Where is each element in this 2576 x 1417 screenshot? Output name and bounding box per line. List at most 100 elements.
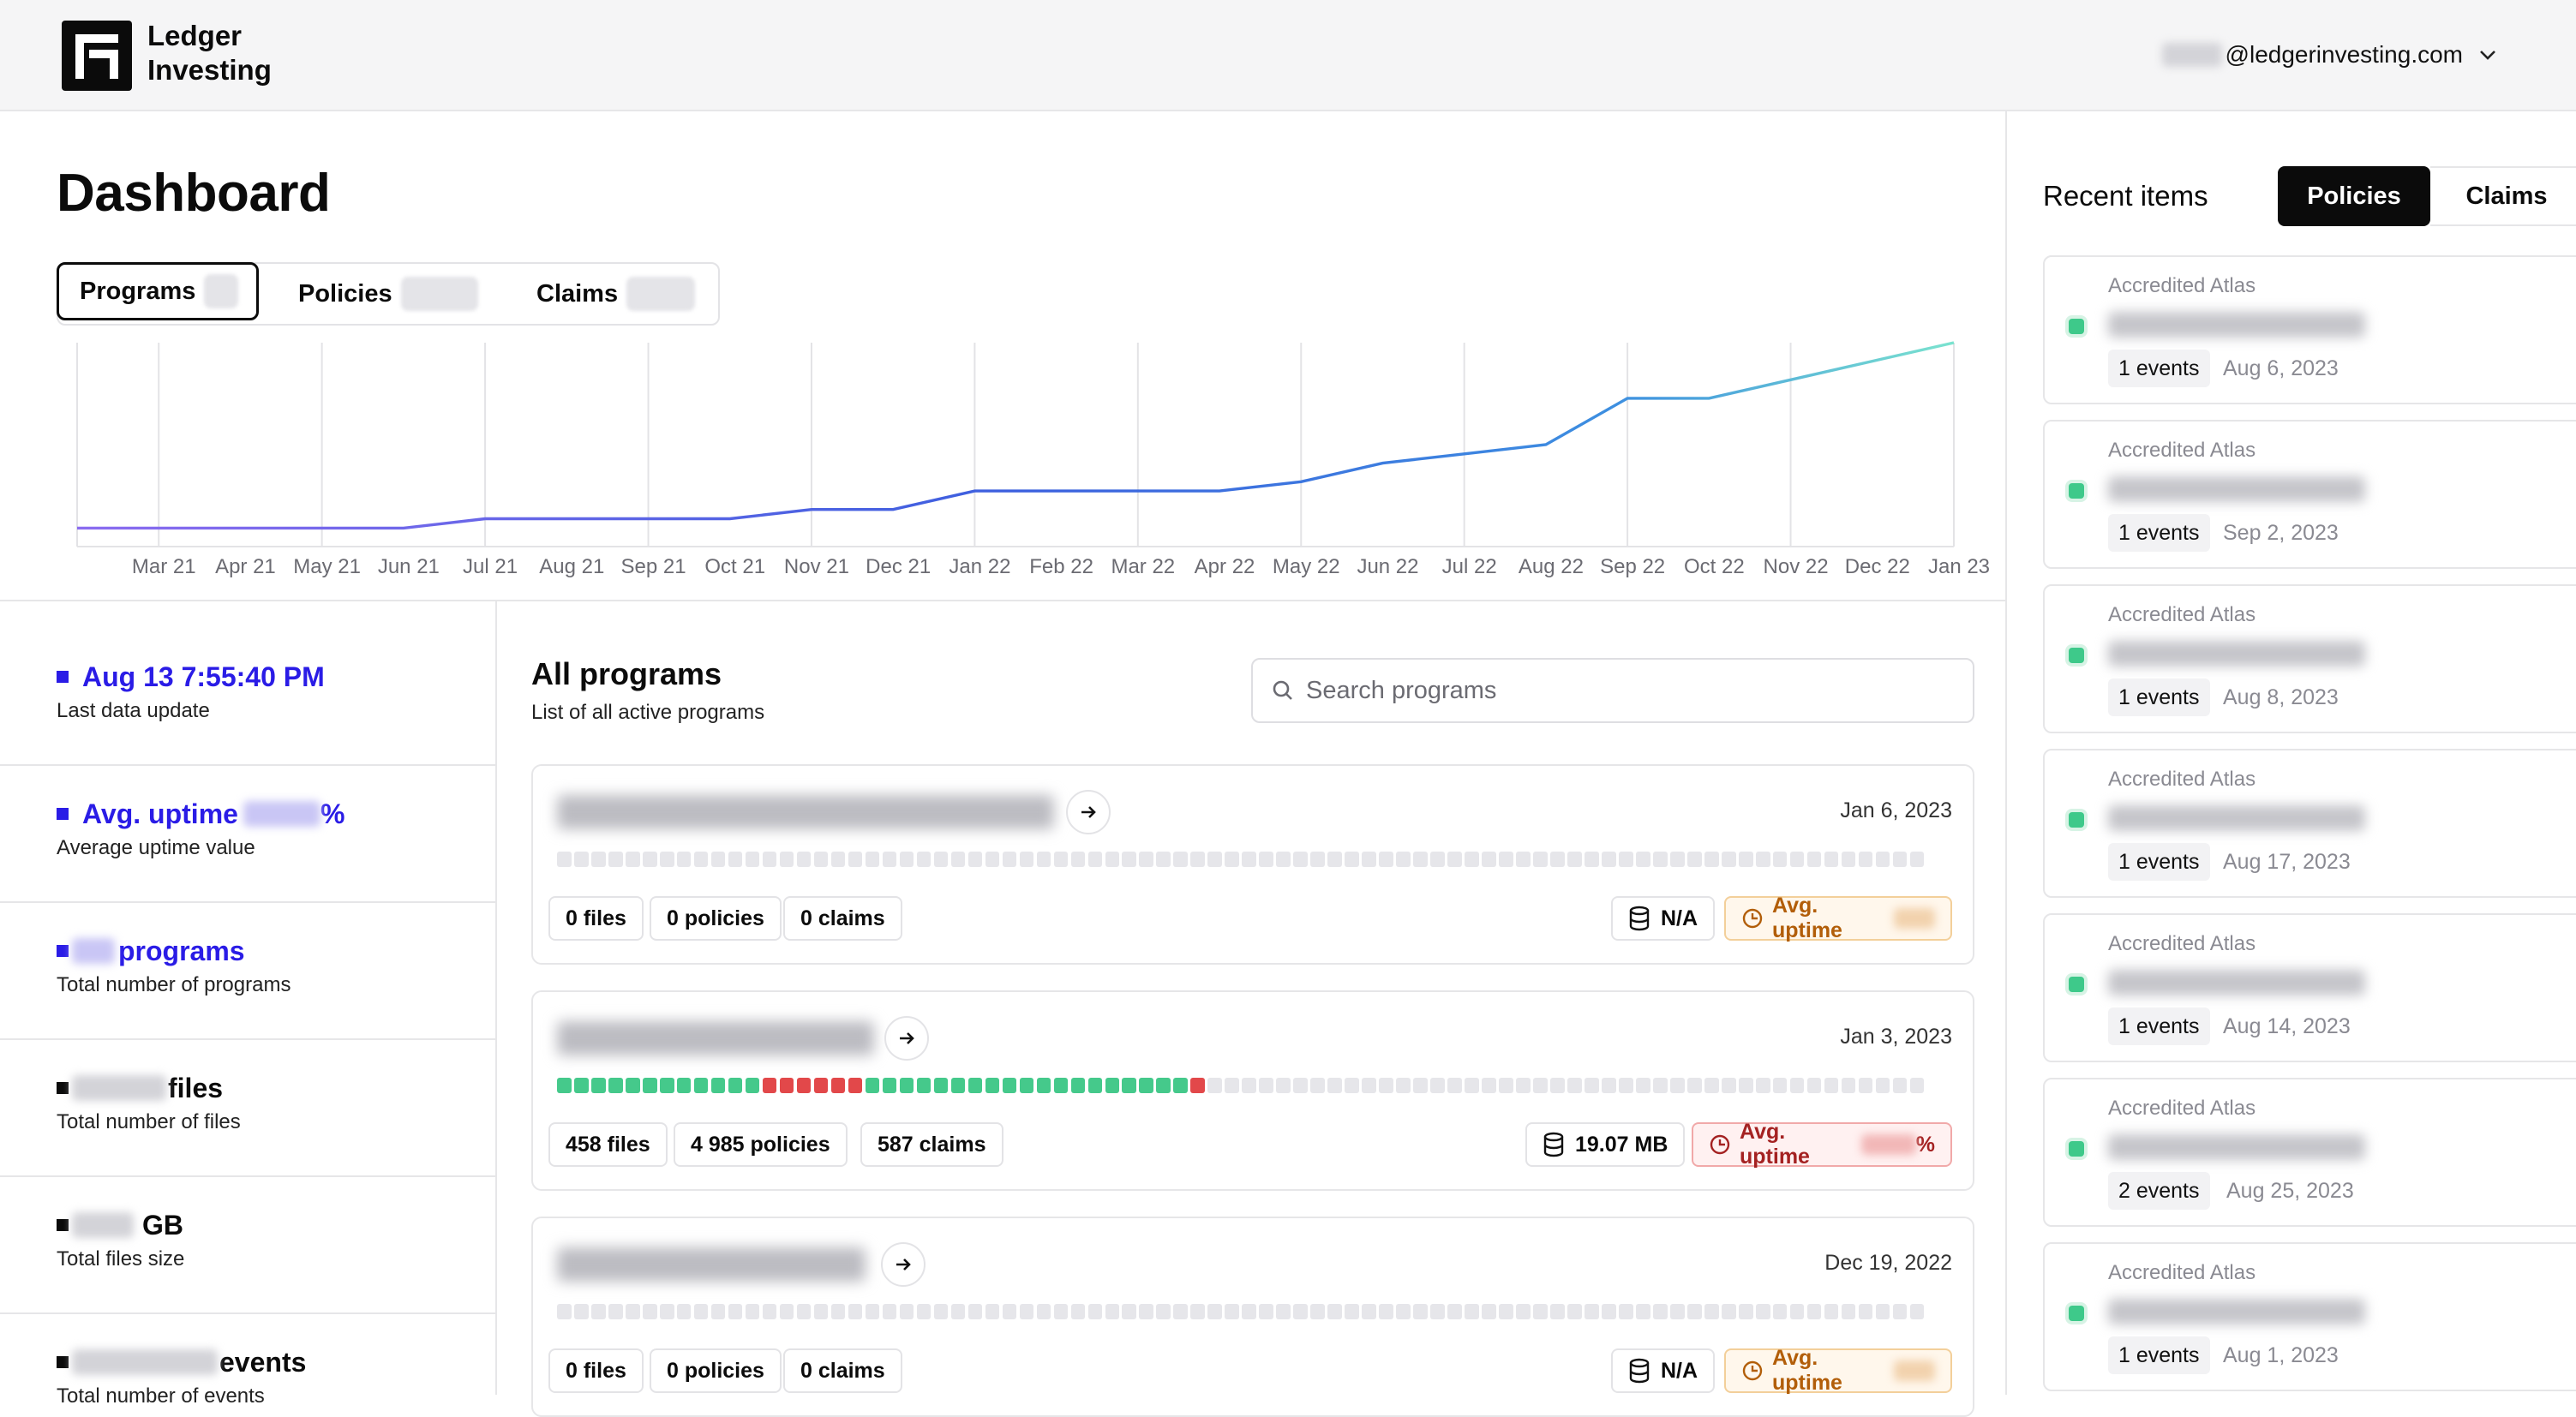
recent-tab-claims[interactable]: Claims: [2430, 166, 2576, 226]
uptime-segment: [1772, 1078, 1788, 1093]
recent-item-label: Accredited Atlas: [2108, 932, 2256, 955]
uptime-segment: [1345, 1078, 1359, 1093]
uptime-segment: [728, 1078, 743, 1093]
uptime-segment: [1242, 1304, 1256, 1319]
uptime-segment: [899, 1304, 914, 1319]
uptime-segment: [762, 1078, 777, 1093]
avg-uptime-suffix: %: [1915, 1132, 1935, 1157]
size-chip: N/A: [1611, 1348, 1716, 1393]
recent-item[interactable]: Accredited Atlas 1 events Aug 6, 2023: [2043, 255, 2576, 404]
program-card[interactable]: Dec 19, 2022 0 files 0 policies 0 claims…: [531, 1217, 1974, 1417]
open-program-button[interactable]: [881, 1242, 926, 1287]
program-card[interactable]: Jan 3, 2023 458 files 4 985 policies 587…: [531, 990, 1974, 1191]
uptime-segment: [1892, 852, 1908, 867]
uptime-segment: [1413, 1078, 1428, 1093]
uptime-segment: [1362, 1078, 1376, 1093]
redacted-value: [1861, 1134, 1916, 1155]
uptime-segment: [1087, 1078, 1103, 1093]
uptime-segment: [1465, 852, 1479, 867]
program-name: [557, 795, 1054, 829]
uptime-segment: [1550, 1078, 1565, 1093]
recent-tab-policies[interactable]: Policies: [2278, 166, 2430, 226]
tab-policies[interactable]: Policies: [298, 264, 478, 324]
uptime-segment: [1704, 1304, 1719, 1319]
uptime-segment: [1105, 1078, 1120, 1093]
uptime-segment: [1430, 852, 1445, 867]
uptime-segment: [916, 1078, 932, 1093]
avg-uptime-chip: Avg. uptime %: [1692, 1120, 1952, 1169]
uptime-segment: [1789, 852, 1805, 867]
uptime-segment: [1122, 852, 1137, 867]
uptime-segment: [625, 1304, 640, 1319]
user-menu[interactable]: @ledgerinvesting.com: [2161, 38, 2497, 72]
recent-item-label: Accredited Atlas: [2108, 1097, 2256, 1120]
uptime-segment: [1036, 852, 1051, 867]
claims-chip: 0 claims: [783, 896, 902, 941]
uptime-segment: [1875, 1078, 1890, 1093]
tab-claims-label: Claims: [536, 279, 619, 308]
stat-dot: [57, 1356, 69, 1368]
programs-line-chart: [76, 341, 1955, 547]
uptime-segment: [1636, 1304, 1650, 1319]
uptime-segment: [1242, 1078, 1256, 1093]
stat-separator: [0, 901, 495, 903]
uptime-segment: [916, 1304, 932, 1319]
recent-item[interactable]: Accredited Atlas 1 events Aug 1, 2023: [2043, 1242, 2576, 1391]
uptime-segment: [693, 852, 709, 867]
stat-events-label: Total number of events: [57, 1384, 265, 1408]
ledger-logo-icon[interactable]: [62, 21, 132, 91]
recent-item[interactable]: Accredited Atlas 2 events Aug 25, 2023: [2043, 1078, 2576, 1227]
tab-claims[interactable]: Claims: [536, 264, 696, 324]
recent-item[interactable]: Accredited Atlas 1 events Aug 17, 2023: [2043, 749, 2576, 898]
stat-avg-uptime: Avg. uptime % Average uptime value: [57, 797, 485, 860]
recent-item[interactable]: Accredited Atlas 1 events Sep 2, 2023: [2043, 420, 2576, 569]
uptime-segment: [882, 1304, 897, 1319]
recent-item-label: Accredited Atlas: [2108, 439, 2256, 462]
tab-programs[interactable]: Programs: [57, 262, 259, 320]
uptime-segment: [762, 1304, 777, 1319]
size-chip: N/A: [1611, 896, 1716, 941]
chart-series-line: [77, 341, 1955, 530]
uptime-segment: [967, 1304, 983, 1319]
recent-item-date: Aug 17, 2023: [2223, 850, 2351, 874]
recent-item[interactable]: Accredited Atlas 1 events Aug 8, 2023: [2043, 584, 2576, 733]
redacted-value: [1894, 1360, 1935, 1381]
uptime-segment: [1465, 1304, 1479, 1319]
uptime-segment: [1379, 1304, 1393, 1319]
uptime-segment: [745, 852, 760, 867]
size-value: 19.07 MB: [1575, 1132, 1668, 1157]
stat-dot: [57, 1219, 69, 1231]
uptime-segment: [1036, 1304, 1051, 1319]
uptime-segment: [1447, 852, 1462, 867]
recent-item[interactable]: Accredited Atlas 1 events Aug 14, 2023: [2043, 913, 2576, 1062]
uptime-segment: [1704, 852, 1719, 867]
stat-separator: [0, 1038, 495, 1040]
uptime-segment: [1755, 852, 1770, 867]
stats-divider: [495, 601, 497, 1395]
recent-items-title: Recent items: [2043, 180, 2208, 212]
open-program-button[interactable]: [1066, 790, 1111, 834]
uptime-segment: [1789, 1304, 1805, 1319]
brand-line-1: Ledger: [147, 20, 243, 51]
stat-events: events Total number of events: [57, 1345, 485, 1408]
search-programs-input[interactable]: Search programs: [1251, 658, 1974, 723]
x-tick-label: Dec 21: [866, 555, 932, 578]
program-date: Dec 19, 2022: [1824, 1251, 1952, 1275]
uptime-segment: [557, 852, 572, 867]
policies-chip: 0 policies: [650, 1348, 782, 1393]
uptime-segment: [1276, 852, 1291, 867]
uptime-segment: [1310, 852, 1325, 867]
uptime-segment: [1173, 852, 1189, 867]
uptime-segment: [1824, 1078, 1839, 1093]
recent-item-date: Aug 6, 2023: [2223, 356, 2339, 380]
program-card[interactable]: Jan 6, 2023 0 files 0 policies 0 claims …: [531, 764, 1974, 965]
uptime-segment: [1550, 1304, 1565, 1319]
recent-item-date: Aug 14, 2023: [2223, 1014, 2351, 1038]
program-date: Jan 6, 2023: [1840, 798, 1952, 822]
open-program-button[interactable]: [884, 1016, 929, 1061]
uptime-segment: [1327, 1304, 1342, 1319]
uptime-segment: [1207, 1078, 1222, 1093]
uptime-segment: [590, 1078, 606, 1093]
x-tick-label: Oct 22: [1683, 555, 1745, 578]
uptime-segment: [1686, 1304, 1702, 1319]
